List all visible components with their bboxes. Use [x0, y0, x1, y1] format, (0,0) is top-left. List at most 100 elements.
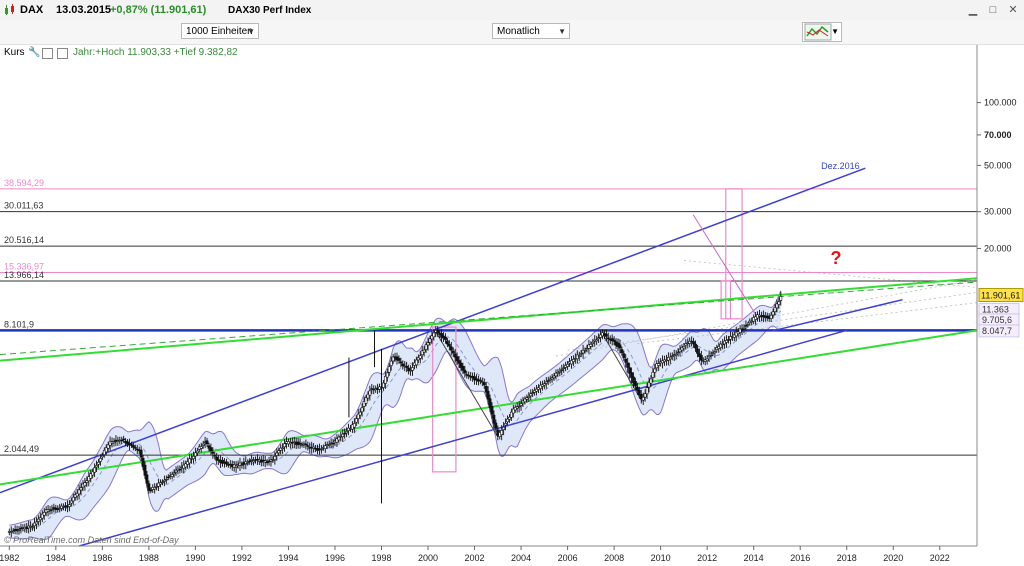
price-body: [180, 466, 184, 469]
trendline-green-dashed: [0, 281, 978, 356]
price-body: [453, 353, 457, 358]
panel-info: Jahr:+Hoch 11.903,33 +Tief 9.382,82: [73, 47, 238, 58]
price-body: [432, 332, 436, 338]
price-body: [11, 530, 15, 532]
band-value-badge: [978, 324, 1020, 338]
price-body: [599, 334, 602, 338]
price-body: [626, 362, 630, 368]
price-body: [698, 353, 701, 357]
price-body: [137, 449, 141, 452]
price-body: [312, 446, 316, 449]
minimize-icon[interactable]: ▁: [968, 4, 978, 16]
price-body: [610, 338, 614, 342]
price-body: [411, 367, 414, 371]
price-body: [581, 349, 585, 354]
price-body: [663, 359, 666, 362]
price-body: [352, 423, 356, 428]
price-body: [566, 363, 569, 367]
level-label: 15.336,97: [4, 262, 44, 272]
price-body: [740, 328, 744, 331]
level-label: 13.966,14: [4, 270, 44, 280]
x-tick-label: 1990: [185, 553, 205, 563]
price-body: [696, 348, 699, 354]
price-body: [601, 332, 604, 337]
price-body: [174, 469, 178, 473]
price-body: [27, 525, 31, 529]
price-body: [488, 398, 492, 409]
price-body: [775, 303, 779, 309]
price-body: [259, 459, 263, 463]
price-body: [211, 451, 215, 454]
interval-select[interactable]: Monatlich ▼: [492, 23, 570, 39]
settings-icon[interactable]: [42, 48, 53, 59]
price-body: [624, 358, 628, 363]
price-body: [345, 431, 349, 434]
price-body: [347, 427, 350, 431]
price-body: [529, 393, 533, 397]
x-tick-label: 2014: [744, 553, 764, 563]
x-tick-label: 2004: [511, 553, 531, 563]
price-body: [217, 459, 221, 461]
price-body: [83, 482, 87, 487]
price-body: [597, 337, 601, 339]
price-body: [73, 494, 77, 498]
x-tick-label: 1982: [0, 553, 19, 563]
price-body: [124, 440, 128, 444]
price-body: [564, 365, 568, 368]
price-body: [426, 342, 430, 346]
price-body: [128, 443, 131, 446]
window-icon[interactable]: [57, 48, 68, 59]
price-body: [723, 340, 727, 345]
price-body: [397, 358, 401, 361]
price-body: [434, 330, 438, 333]
price-body: [544, 381, 548, 384]
price-body: [131, 445, 135, 448]
price-body: [118, 439, 122, 442]
price-body: [316, 447, 319, 451]
price-body: [537, 387, 540, 390]
wrench-icon[interactable]: 🔧: [28, 47, 41, 58]
price-body: [261, 459, 265, 462]
price-body: [89, 473, 93, 479]
price-body: [69, 500, 73, 504]
close-icon[interactable]: ✕: [1008, 4, 1018, 16]
price-body: [100, 455, 104, 458]
chart-type-icon: [804, 23, 832, 41]
price-body: [62, 506, 65, 508]
price-body: [686, 342, 690, 345]
price-body: [329, 442, 333, 444]
chart-type-button[interactable]: ▼: [802, 22, 842, 42]
price-body: [449, 346, 453, 351]
projection-line: [567, 292, 978, 351]
price-body: [155, 486, 159, 488]
price-body: [333, 440, 337, 443]
units-select[interactable]: 1000 Einheiten ▼: [181, 23, 259, 39]
price-body: [649, 378, 653, 384]
date-label: 13.03.2015: [56, 4, 112, 16]
x-tick-label: 2002: [465, 553, 485, 563]
price-body: [591, 341, 595, 344]
maximize-icon[interactable]: □: [989, 4, 997, 16]
price-body: [219, 460, 223, 463]
price-body: [190, 458, 193, 460]
price-body: [248, 460, 252, 463]
price-body: [106, 444, 110, 449]
price-body: [492, 414, 496, 424]
price-body: [436, 329, 440, 334]
price-body: [542, 383, 546, 386]
trendline-green-lower: [0, 329, 978, 486]
price-body: [99, 458, 102, 462]
price-body: [651, 371, 655, 378]
price-body: [684, 343, 688, 346]
price-body: [535, 388, 538, 392]
price-body: [593, 339, 597, 342]
price-body: [713, 351, 717, 354]
price-body: [184, 463, 188, 468]
bollinger-band: [9, 260, 978, 540]
price-body: [67, 504, 71, 507]
copyright-footer: © ProRealTime.com Daten sind End-of-Day: [4, 535, 179, 545]
price-body: [362, 401, 366, 407]
price-body: [734, 331, 738, 337]
price-body: [265, 461, 269, 464]
